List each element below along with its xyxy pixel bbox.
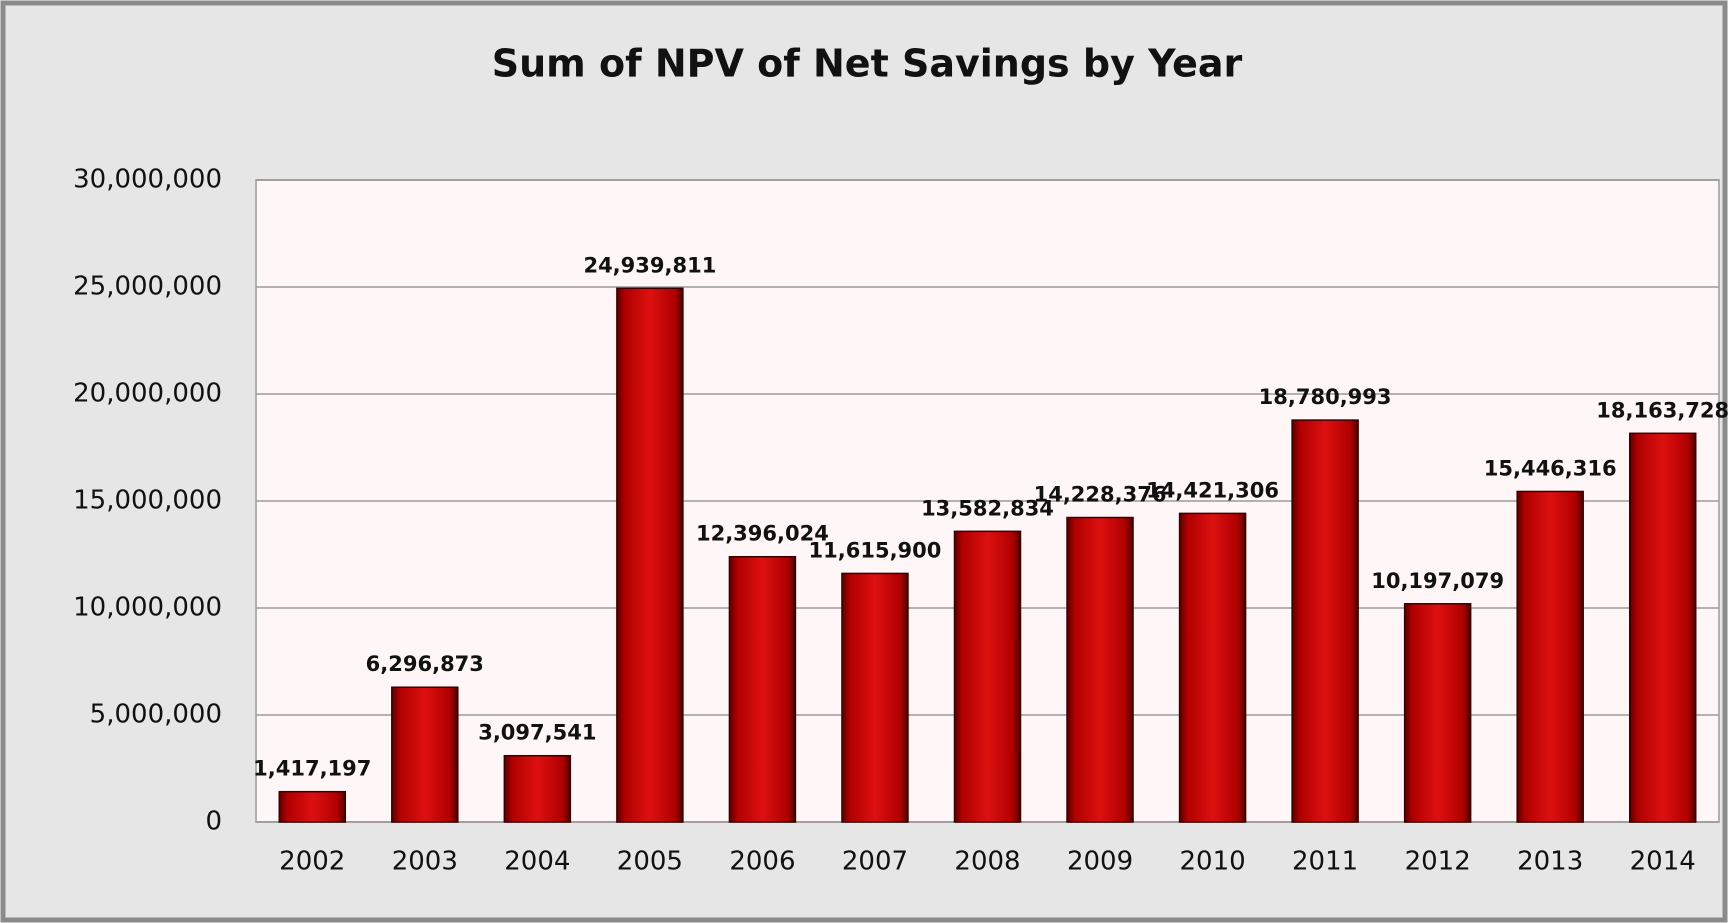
x-tick-label: 2013 bbox=[1517, 847, 1583, 877]
y-tick-label: 30,000,000 bbox=[73, 165, 222, 195]
data-label: 3,097,541 bbox=[478, 721, 596, 745]
x-tick-label: 2014 bbox=[1630, 847, 1696, 877]
data-label: 1,417,197 bbox=[253, 757, 371, 781]
data-label: 6,296,873 bbox=[366, 652, 484, 676]
x-tick-label: 2011 bbox=[1292, 847, 1358, 877]
data-label: 15,446,316 bbox=[1484, 456, 1617, 480]
x-tick-label: 2004 bbox=[504, 847, 570, 877]
x-tick-label: 2010 bbox=[1179, 847, 1245, 877]
bar bbox=[278, 790, 347, 823]
data-label: 18,780,993 bbox=[1259, 385, 1392, 409]
bar bbox=[1516, 490, 1584, 823]
data-label: 24,939,811 bbox=[583, 253, 716, 277]
bar bbox=[1628, 432, 1697, 823]
y-tick-label: 5,000,000 bbox=[90, 700, 222, 730]
x-tick-label: 2003 bbox=[392, 847, 458, 877]
x-tick-label: 2005 bbox=[617, 847, 683, 877]
y-tick-label: 20,000,000 bbox=[73, 379, 222, 409]
bar bbox=[1291, 419, 1359, 823]
data-label: 12,396,024 bbox=[696, 522, 829, 546]
bar bbox=[1178, 512, 1247, 823]
chart-title: Sum of NPV of Net Savings by Year bbox=[492, 42, 1243, 86]
data-label: 13,582,834 bbox=[921, 496, 1054, 520]
bar bbox=[1066, 516, 1134, 823]
x-tick-label: 2009 bbox=[1067, 847, 1133, 877]
x-tick-label: 2012 bbox=[1405, 847, 1471, 877]
bar bbox=[953, 530, 1022, 823]
x-tick-label: 2008 bbox=[954, 847, 1020, 877]
data-label: 18,163,728 bbox=[1596, 398, 1728, 422]
x-tick-label: 2002 bbox=[279, 847, 345, 877]
y-tick-label: 15,000,000 bbox=[73, 486, 222, 516]
bar bbox=[391, 686, 459, 823]
y-tick-label: 0 bbox=[205, 807, 222, 837]
bar bbox=[616, 287, 684, 823]
x-tick-label: 2006 bbox=[729, 847, 795, 877]
x-tick-label: 2007 bbox=[842, 847, 908, 877]
data-label: 11,615,900 bbox=[809, 538, 942, 562]
data-label: 14,228,376 bbox=[1034, 483, 1167, 507]
data-label: 14,421,306 bbox=[1146, 478, 1279, 502]
bar bbox=[503, 754, 572, 823]
bar bbox=[841, 572, 909, 823]
y-tick-label: 25,000,000 bbox=[73, 272, 222, 302]
bar bbox=[1403, 603, 1472, 823]
data-label: 10,197,079 bbox=[1371, 569, 1504, 593]
y-tick-label: 10,000,000 bbox=[73, 593, 222, 623]
bar bbox=[728, 555, 797, 823]
